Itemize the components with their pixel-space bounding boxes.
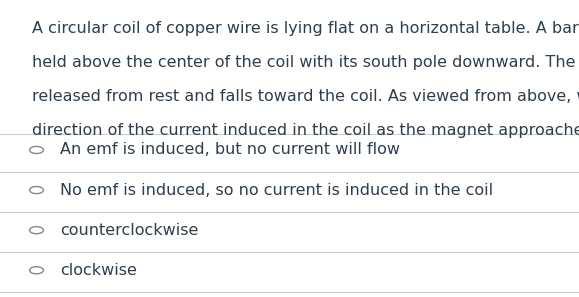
Text: direction of the current induced in the coil as the magnet approaches the coil?: direction of the current induced in the … bbox=[32, 123, 579, 138]
Text: counterclockwise: counterclockwise bbox=[60, 223, 198, 238]
Text: held above the center of the coil with its south pole downward. The magnet is: held above the center of the coil with i… bbox=[32, 55, 579, 70]
Text: An emf is induced, but no current will flow: An emf is induced, but no current will f… bbox=[60, 143, 400, 157]
Text: released from rest and falls toward the coil. As viewed from above, what is the: released from rest and falls toward the … bbox=[32, 89, 579, 104]
Text: No emf is induced, so no current is induced in the coil: No emf is induced, so no current is indu… bbox=[60, 183, 493, 198]
Text: clockwise: clockwise bbox=[60, 263, 137, 278]
Text: A circular coil of copper wire is lying flat on a horizontal table. A bar magnet: A circular coil of copper wire is lying … bbox=[32, 21, 579, 36]
